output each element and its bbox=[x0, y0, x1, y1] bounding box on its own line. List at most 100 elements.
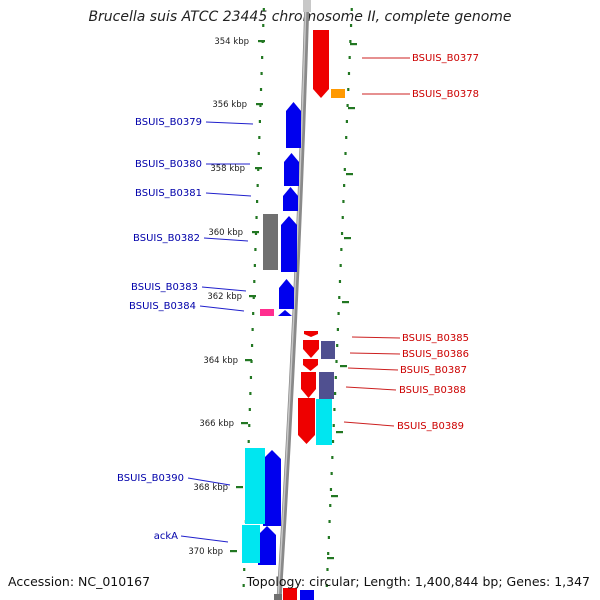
leader-B0379 bbox=[205, 121, 254, 125]
major-tick bbox=[342, 301, 349, 304]
inner-tick-ring-dot bbox=[257, 152, 260, 155]
inner-tick-ring-dot bbox=[243, 568, 246, 571]
gene-next-reverse bbox=[283, 588, 297, 600]
inner-tick-ring-dot bbox=[252, 312, 255, 315]
gene-label-BSUIS_B0378[interactable]: BSUIS_B0378 bbox=[412, 89, 479, 100]
gene-BSUIS_B0384-arrow bbox=[278, 310, 292, 316]
outer-tick-ring-dot bbox=[345, 136, 348, 139]
gene-BSUIS_B0380 bbox=[284, 153, 299, 186]
outer-tick-ring-dot bbox=[327, 552, 330, 555]
gene-BSUIS_B0378 bbox=[331, 89, 345, 98]
major-tick bbox=[340, 365, 347, 368]
gene-label-BSUIS_B0390[interactable]: BSUIS_B0390 bbox=[117, 473, 184, 484]
major-tick bbox=[258, 40, 265, 43]
leader-B0382 bbox=[203, 237, 249, 242]
outer-tick-ring-dot bbox=[344, 152, 347, 155]
outer-tick-ring-dot bbox=[336, 344, 339, 347]
outer-tick-ring-dot bbox=[347, 72, 351, 75]
gene-BSUIS_B0381 bbox=[283, 187, 298, 211]
accession-text: Accession: NC_010167 bbox=[8, 574, 151, 589]
inner-tick-ring-dot bbox=[262, 8, 265, 11]
inner-tick-ring-dot bbox=[242, 584, 245, 587]
outer-tick-ring-dot bbox=[349, 24, 353, 27]
outer-tick-ring-dot bbox=[331, 440, 335, 443]
gene-next-forward bbox=[300, 590, 314, 600]
inner-tick-ring-dot bbox=[247, 440, 250, 443]
gene-BSUIS_B0386 bbox=[303, 340, 319, 358]
gene-BSUIS_B0389 bbox=[298, 398, 315, 444]
outer-tick-ring-dot bbox=[330, 472, 333, 475]
gene-label-BSUIS_B0386[interactable]: BSUIS_B0386 bbox=[402, 349, 469, 360]
inner-tick-ring-dot bbox=[257, 168, 260, 171]
outer-tick-ring-dot bbox=[349, 40, 352, 43]
major-tick bbox=[255, 167, 262, 170]
leader-B0384 bbox=[199, 305, 245, 312]
gene-BSUIS_B0388 bbox=[301, 372, 316, 398]
outer-tick-ring-dot bbox=[346, 104, 349, 107]
gene-BSUIS_B0384 bbox=[260, 309, 274, 316]
backbone-line bbox=[276, 0, 310, 600]
gene-label-BSUIS_B0379[interactable]: BSUIS_B0379 bbox=[135, 117, 202, 128]
outer-tick-ring-dot bbox=[348, 56, 351, 59]
leader-B0388 bbox=[345, 386, 397, 391]
gene-label-BSUIS_B0387[interactable]: BSUIS_B0387 bbox=[400, 365, 467, 376]
outer-tick-ring-dot bbox=[337, 312, 340, 315]
outer-tick-ring-dot bbox=[347, 88, 350, 91]
feature-B0390-partner bbox=[245, 448, 265, 524]
outer-tick-ring-dot bbox=[338, 296, 341, 299]
forward-gene-labels: BSUIS_B0379 BSUIS_B0380 BSUIS_B0381 BSUI… bbox=[117, 117, 202, 542]
major-tick bbox=[344, 237, 351, 240]
outer-tick-ring-dot bbox=[340, 232, 344, 235]
inner-tick-ring-dot bbox=[253, 280, 256, 283]
gene-label-BSUIS_B0388[interactable]: BSUIS_B0388 bbox=[399, 385, 466, 396]
inner-tick-ring-dot bbox=[262, 24, 265, 27]
gene-label-ackA[interactable]: ackA bbox=[154, 531, 178, 542]
outer-tick-ring-dot bbox=[331, 456, 334, 459]
major-tick bbox=[346, 173, 353, 176]
gene-label-BSUIS_B0377[interactable]: BSUIS_B0377 bbox=[412, 53, 479, 64]
outer-tick-ring-dot bbox=[334, 376, 337, 379]
major-tick bbox=[256, 103, 263, 106]
inner-tick-ring-dot bbox=[250, 344, 254, 347]
label-leader-lines bbox=[180, 57, 410, 543]
outer-tick-ring-dot bbox=[334, 392, 337, 395]
scale-label-362: 362 kbp bbox=[207, 292, 242, 302]
inner-tick-ring-dot bbox=[258, 136, 261, 139]
gene-label-BSUIS_B0384[interactable]: BSUIS_B0384 bbox=[129, 301, 196, 312]
gene-label-BSUIS_B0385[interactable]: BSUIS_B0385 bbox=[402, 333, 469, 344]
feature-B0389-partner bbox=[316, 399, 332, 445]
major-tick bbox=[236, 486, 243, 489]
outer-tick-ring-dot bbox=[335, 360, 338, 363]
outer-tick-ring-dot bbox=[329, 488, 333, 491]
chromosome-backbone bbox=[276, 0, 311, 600]
gene-label-BSUIS_B0389[interactable]: BSUIS_B0389 bbox=[397, 421, 464, 432]
major-tick bbox=[245, 359, 252, 362]
major-tick bbox=[249, 295, 256, 298]
inner-tick-ring-dot bbox=[249, 376, 253, 379]
leader-B0390 bbox=[187, 477, 231, 486]
outer-tick-ring-dot bbox=[341, 216, 344, 219]
inner-tick-ring-dot bbox=[254, 232, 258, 235]
scale-label-366: 366 kbp bbox=[199, 419, 234, 429]
gene-BSUIS_B0385 bbox=[304, 331, 318, 337]
gene-BSUIS_B0377 bbox=[313, 30, 329, 98]
inner-tick-ring-dot bbox=[261, 56, 264, 59]
gene-label-BSUIS_B0381[interactable]: BSUIS_B0381 bbox=[135, 188, 202, 199]
feature-ackA-partner bbox=[242, 525, 260, 563]
outer-tick-ring-dot bbox=[345, 120, 348, 123]
gene-label-BSUIS_B0383[interactable]: BSUIS_B0383 bbox=[131, 282, 198, 293]
gene-label-BSUIS_B0380[interactable]: BSUIS_B0380 bbox=[135, 159, 202, 170]
scale-labels: 354 kbp 356 kbp 358 kbp 360 kbp 362 kbp … bbox=[188, 37, 249, 557]
outer-tick-ring-dot bbox=[336, 328, 339, 331]
gene-label-BSUIS_B0382[interactable]: BSUIS_B0382 bbox=[133, 233, 200, 244]
major-tick bbox=[327, 557, 334, 560]
major-tick bbox=[241, 422, 248, 425]
major-tick bbox=[336, 431, 343, 434]
outer-tick-ring-dot bbox=[338, 280, 342, 283]
inner-tick-ring-dot bbox=[253, 264, 256, 267]
scale-label-356: 356 kbp bbox=[212, 100, 247, 110]
leader-B0385 bbox=[351, 336, 401, 339]
scale-label-364: 364 kbp bbox=[203, 356, 238, 366]
leader-B0386 bbox=[349, 352, 401, 355]
